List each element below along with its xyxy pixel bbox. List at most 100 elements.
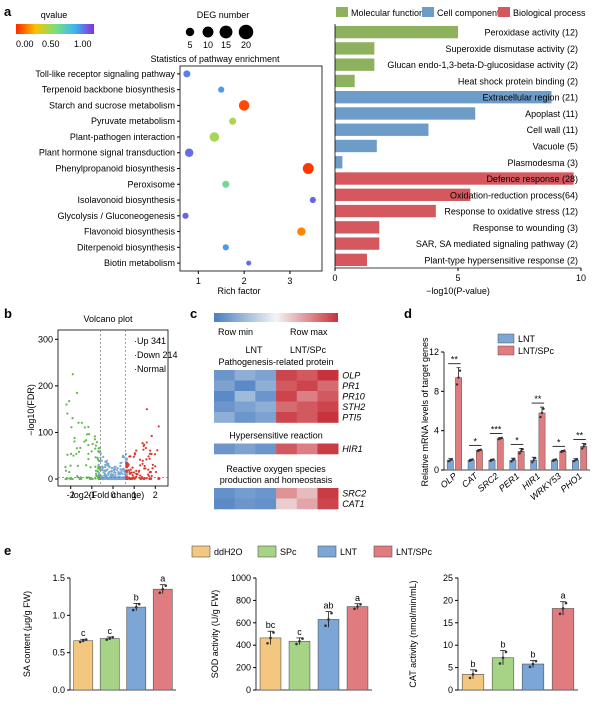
heatmap-cell bbox=[234, 391, 256, 402]
dotplot-category-label: Plant-pathogen interaction bbox=[70, 132, 175, 142]
heatmap-cell bbox=[234, 401, 256, 413]
volcano-point-normal bbox=[104, 470, 107, 473]
volcano-point-up bbox=[143, 467, 146, 470]
gobar-category-label: Superoxide dismutase activity (2) bbox=[445, 44, 578, 54]
e-ytick-label: 1.0 bbox=[52, 610, 65, 620]
size-legend-dot bbox=[219, 25, 233, 39]
volcano-point-down bbox=[94, 456, 97, 459]
colorbar-title: qvalue bbox=[41, 10, 68, 20]
volcano-point-down bbox=[94, 477, 97, 480]
qpcr-replicate-point bbox=[471, 458, 474, 461]
volcano-point-up bbox=[129, 468, 132, 471]
volcano-point-normal bbox=[100, 469, 104, 472]
e-sig-letter: c bbox=[297, 627, 302, 637]
qpcr-ylabel: Relative mRNA levels of target genes bbox=[420, 337, 430, 487]
e-ytick-label: 800 bbox=[236, 595, 251, 605]
e-bar bbox=[259, 637, 282, 691]
e-replicate-point bbox=[134, 605, 138, 609]
volcano-point-up bbox=[125, 466, 129, 469]
heatmap-cell bbox=[317, 391, 339, 402]
e-ytick-label: 0 bbox=[448, 685, 453, 695]
volcano-point-down bbox=[85, 433, 89, 436]
volcano-point-down bbox=[73, 440, 76, 443]
e-ylabel: CAT activity (nmol/min/mL) bbox=[408, 580, 418, 687]
heatmap-cell bbox=[296, 380, 318, 392]
qpcr-replicate-point bbox=[500, 436, 503, 440]
volcano-point-down bbox=[85, 476, 88, 480]
gobar-category-label: Response to wounding (3) bbox=[473, 223, 578, 233]
volcano-point-down bbox=[83, 440, 86, 443]
qpcr-replicate-point bbox=[532, 458, 535, 462]
size-legend-dot bbox=[238, 24, 254, 40]
e-sig-letter: bc bbox=[266, 620, 276, 630]
colorbar-tick-2: 1.00 bbox=[74, 39, 92, 49]
dotplot-category-label: Glycolysis / Gluconeogenesis bbox=[57, 211, 175, 221]
gobar-bar bbox=[335, 107, 476, 120]
heatmap-cell bbox=[276, 412, 298, 423]
heatmap-cell bbox=[296, 401, 318, 413]
heatmap-cell bbox=[214, 401, 235, 413]
heatmap-cell bbox=[214, 412, 235, 423]
volcano-point-normal bbox=[107, 473, 110, 477]
dotplot-point bbox=[309, 196, 316, 204]
volcano-point-up bbox=[150, 434, 153, 438]
qpcr-sig-mark: ** bbox=[576, 430, 584, 440]
volcano-point-up bbox=[151, 467, 154, 470]
qpcr-legend-label: LNT bbox=[518, 334, 536, 344]
e-ytick-label: 25 bbox=[443, 573, 453, 583]
gobar-category-label: Defence response (28) bbox=[486, 174, 578, 184]
volcano-point-normal bbox=[99, 452, 102, 455]
qpcr-bar bbox=[455, 377, 462, 471]
heatmap-group-title: Hypersensitive reaction bbox=[229, 431, 323, 441]
e-bar bbox=[99, 638, 120, 691]
volcano-xtick-label: 2 bbox=[153, 490, 158, 500]
heatmap-cell bbox=[317, 370, 339, 381]
gobar-category-label: Vacuole (5) bbox=[533, 142, 578, 152]
volcano-ytick-label: 0 bbox=[48, 474, 53, 484]
volcano-point-normal bbox=[119, 461, 122, 465]
volcano-point-down bbox=[96, 470, 99, 473]
e-ytick-label: 20 bbox=[443, 595, 453, 605]
heatmap-cell bbox=[214, 498, 235, 510]
volcano-point-normal bbox=[97, 472, 101, 475]
dotplot-category-label: Toll-like receptor signaling pathway bbox=[35, 69, 175, 79]
e-bar bbox=[126, 606, 147, 691]
qpcr-legend-swatch bbox=[497, 333, 515, 344]
volcano-point-down bbox=[66, 453, 69, 456]
panel-label-c: c bbox=[190, 306, 197, 321]
dotplot-xtick-label: 2 bbox=[242, 276, 247, 286]
e-replicate-point bbox=[272, 631, 275, 634]
volcano-point-down bbox=[69, 464, 72, 467]
volcano-point-normal bbox=[121, 455, 124, 459]
qpcr-bar bbox=[496, 438, 504, 471]
qpcr-replicate-point bbox=[521, 448, 524, 451]
qpcr-category-label: SRC2 bbox=[476, 471, 501, 494]
heatmap-cell bbox=[214, 391, 235, 402]
e-legend-label: LNT bbox=[340, 547, 358, 557]
e-replicate-point bbox=[108, 637, 112, 640]
heatmap-cell bbox=[317, 488, 339, 499]
qpcr-replicate-point bbox=[563, 449, 566, 452]
gobar-bar bbox=[335, 25, 458, 39]
heatmap-cell bbox=[234, 498, 256, 510]
heatmap-cell bbox=[296, 488, 318, 499]
heatmap-cell bbox=[234, 443, 256, 455]
panel-label-a: a bbox=[4, 4, 12, 19]
qpcr-category-label: PER1 bbox=[497, 471, 521, 494]
dotplot-point bbox=[238, 100, 250, 111]
e-replicate-point bbox=[356, 605, 359, 608]
volcano-legend-normal: ·Normal bbox=[134, 364, 166, 374]
volcano-ytick-label: 200 bbox=[38, 381, 53, 391]
qpcr-replicate-point bbox=[542, 407, 545, 411]
qpcr-replicate-point bbox=[457, 376, 460, 379]
heatmap-cell bbox=[214, 443, 235, 455]
e-bar bbox=[551, 608, 575, 691]
e-replicate-point bbox=[269, 636, 272, 640]
volcano-point-down bbox=[87, 476, 91, 479]
volcano-point-up bbox=[147, 455, 150, 458]
e-replicate-point bbox=[131, 608, 135, 612]
volcano-point-normal bbox=[104, 463, 107, 466]
heatmap-cell bbox=[317, 498, 339, 510]
heatmap-cell bbox=[234, 488, 256, 499]
